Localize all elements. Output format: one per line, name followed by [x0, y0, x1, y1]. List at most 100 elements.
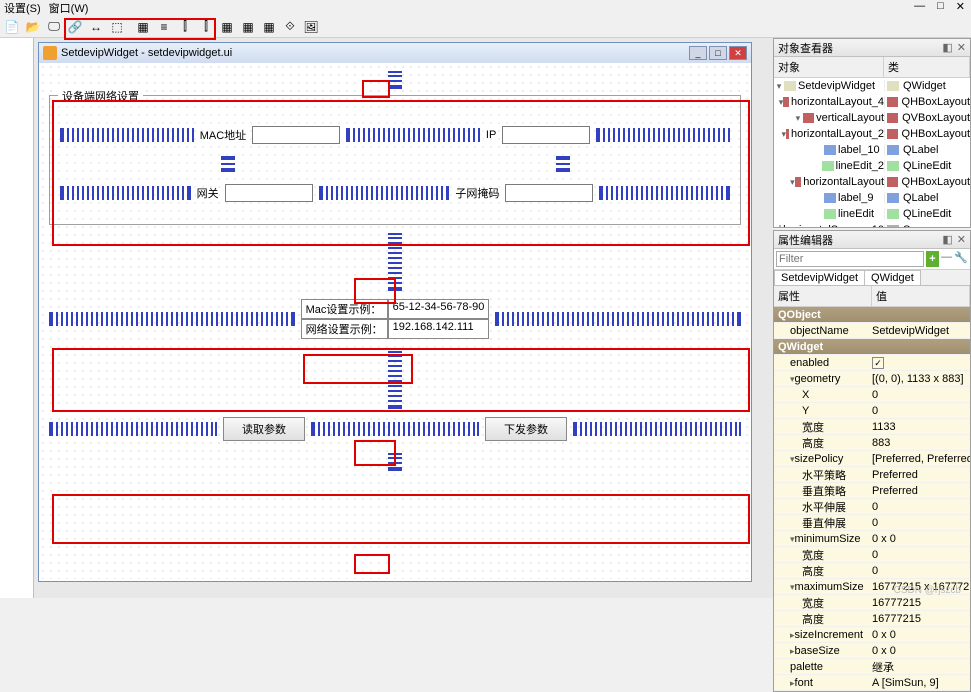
property-row[interactable]: ▸fontA [SimSun, 9] — [774, 675, 970, 691]
h-spacer[interactable] — [596, 128, 730, 142]
property-row[interactable]: ▾geometry[(0, 0), 1133 x 883] — [774, 371, 970, 387]
h-spacer[interactable] — [495, 312, 741, 326]
toolbar-button[interactable]: ↔ — [86, 17, 106, 37]
property-row[interactable]: 高度16777215 — [774, 611, 970, 627]
property-row[interactable]: QWidget — [774, 339, 970, 355]
v-spacer[interactable] — [221, 156, 235, 172]
v-spacer[interactable] — [388, 453, 402, 471]
tree-row[interactable]: lineEdit_2QLineEdit — [774, 158, 970, 174]
toolbar-layout-button[interactable]: ▦ — [238, 17, 258, 37]
property-grid[interactable]: QObjectobjectNameSetdevipWidgetQWidgeten… — [774, 307, 970, 691]
h-spacer[interactable] — [49, 312, 295, 326]
undock-icon[interactable]: ◧ — [942, 233, 952, 246]
toolbar-layout-button[interactable]: ⫿ — [196, 17, 216, 37]
toolbar-layout-button[interactable]: ▦ — [133, 17, 153, 37]
panel-close-icon[interactable]: ✕ — [957, 233, 966, 246]
form-canvas[interactable]: 设备端网络设置 MAC地址 IP 网关 — [39, 63, 751, 579]
maximize-icon[interactable]: □ — [937, 0, 944, 13]
h-spacer[interactable] — [599, 186, 730, 200]
toolbar-layout-button[interactable]: ⫿ — [175, 17, 195, 37]
property-row[interactable]: X0 — [774, 387, 970, 403]
widget-box-strip[interactable] — [0, 38, 34, 598]
menu-settings[interactable]: 设置(S) — [4, 0, 41, 16]
v-spacer[interactable] — [388, 233, 402, 291]
property-row[interactable]: 垂直策略Preferred — [774, 483, 970, 499]
property-row[interactable]: ▸baseSize0 x 0 — [774, 643, 970, 659]
property-row[interactable]: ▸sizeIncrement0 x 0 — [774, 627, 970, 643]
toolbar-button[interactable]: 🖵 — [44, 17, 64, 37]
property-row[interactable]: ▾sizePolicy[Preferred, Preferred, 0, 0] — [774, 451, 970, 467]
property-row[interactable]: objectNameSetdevipWidget — [774, 323, 970, 339]
toolbar-button[interactable]: 📂 — [23, 17, 43, 37]
mask-input[interactable] — [505, 184, 593, 202]
property-filter-input[interactable] — [776, 251, 924, 267]
tree-row[interactable]: lineEditQLineEdit — [774, 206, 970, 222]
h-spacer[interactable] — [319, 186, 450, 200]
add-property-icon[interactable]: + — [926, 251, 939, 267]
minimize-icon[interactable]: — — [914, 0, 925, 13]
property-row[interactable]: palette继承 — [774, 659, 970, 675]
object-inspector-header[interactable]: 对象查看器 ◧✕ — [774, 39, 970, 57]
h-spacer[interactable] — [311, 422, 479, 436]
form-titlebar[interactable]: SetdevipWidget - setdevipwidget.ui _ □ ✕ — [39, 43, 751, 63]
object-tree[interactable]: 对象 类 ▾SetdevipWidgetQWidget▾horizontalLa… — [774, 57, 970, 227]
tree-row[interactable]: label_10QLabel — [774, 142, 970, 158]
tree-row[interactable]: ▾SetdevipWidgetQWidget — [774, 78, 970, 94]
toolbar-layout-button[interactable]: 🖼 — [301, 17, 321, 37]
property-row[interactable]: 高度0 — [774, 563, 970, 579]
form-close-icon[interactable]: ✕ — [729, 46, 747, 60]
menu-window[interactable]: 窗口(W) — [49, 0, 89, 16]
toolbar-layout-button[interactable]: ⟐ — [280, 17, 300, 37]
property-row[interactable]: 高度883 — [774, 435, 970, 451]
property-row[interactable]: 宽度0 — [774, 547, 970, 563]
undock-icon[interactable]: ◧ — [942, 41, 952, 54]
tab-class[interactable]: QWidget — [864, 270, 921, 285]
toolbar-button[interactable]: ⬚ — [107, 17, 127, 37]
toolbar-button[interactable]: 🔗 — [65, 17, 85, 37]
h-spacer[interactable] — [60, 128, 194, 142]
property-row[interactable]: 水平策略Preferred — [774, 467, 970, 483]
tree-col-class[interactable]: 类 — [884, 57, 970, 77]
property-row[interactable]: 宽度16777215 — [774, 595, 970, 611]
h-spacer[interactable] — [49, 422, 217, 436]
property-row[interactable]: 水平伸展0 — [774, 499, 970, 515]
close-icon[interactable]: ✕ — [956, 0, 965, 13]
tree-col-object[interactable]: 对象 — [774, 57, 884, 77]
tab-widget[interactable]: SetdevipWidget — [774, 270, 865, 285]
prop-col-value[interactable]: 值 — [872, 286, 970, 306]
property-settings-icon[interactable]: 🔧 — [954, 251, 968, 267]
property-row[interactable]: Y0 — [774, 403, 970, 419]
tree-row[interactable]: ▾horizontalLayout_2QHBoxLayout — [774, 126, 970, 142]
h-spacer[interactable] — [60, 186, 191, 200]
property-row[interactable]: ▾minimumSize0 x 0 — [774, 531, 970, 547]
read-params-button[interactable]: 读取参数 — [223, 417, 305, 441]
h-spacer[interactable] — [573, 422, 741, 436]
toolbar-layout-button[interactable]: ≡ — [154, 17, 174, 37]
send-params-button[interactable]: 下发参数 — [485, 417, 567, 441]
tree-row[interactable]: label_9QLabel — [774, 190, 970, 206]
toolbar-layout-button[interactable]: ▦ — [259, 17, 279, 37]
tree-row[interactable]: ▾horizontalLayout_4QHBoxLayout — [774, 94, 970, 110]
tree-row[interactable]: ▾verticalLayoutQVBoxLayout — [774, 110, 970, 126]
toolbar-layout-button[interactable]: ▦ — [217, 17, 237, 37]
property-row[interactable]: 垂直伸展0 — [774, 515, 970, 531]
v-spacer[interactable] — [388, 351, 402, 409]
panel-close-icon[interactable]: ✕ — [957, 41, 966, 54]
form-minimize-icon[interactable]: _ — [689, 46, 707, 60]
h-spacer[interactable] — [346, 128, 480, 142]
v-spacer[interactable] — [556, 156, 570, 172]
mac-input[interactable] — [252, 126, 340, 144]
ip-input[interactable] — [502, 126, 590, 144]
vertical-spacer[interactable] — [388, 71, 402, 89]
property-editor-header[interactable]: 属性编辑器 ◧✕ — [774, 231, 970, 249]
tree-row[interactable]: ▾horizontalLayoutQHBoxLayout — [774, 174, 970, 190]
tree-row[interactable]: horizontalSpacer_10Spacer — [774, 222, 970, 227]
prop-col-name[interactable]: 属性 — [774, 286, 872, 306]
property-row[interactable]: 宽度1133 — [774, 419, 970, 435]
property-tool-icon[interactable]: — — [941, 251, 952, 267]
property-row[interactable]: enabled✓ — [774, 355, 970, 371]
property-row[interactable]: QObject — [774, 307, 970, 323]
form-maximize-icon[interactable]: □ — [709, 46, 727, 60]
toolbar-button[interactable]: 📄 — [2, 17, 22, 37]
gateway-input[interactable] — [225, 184, 313, 202]
